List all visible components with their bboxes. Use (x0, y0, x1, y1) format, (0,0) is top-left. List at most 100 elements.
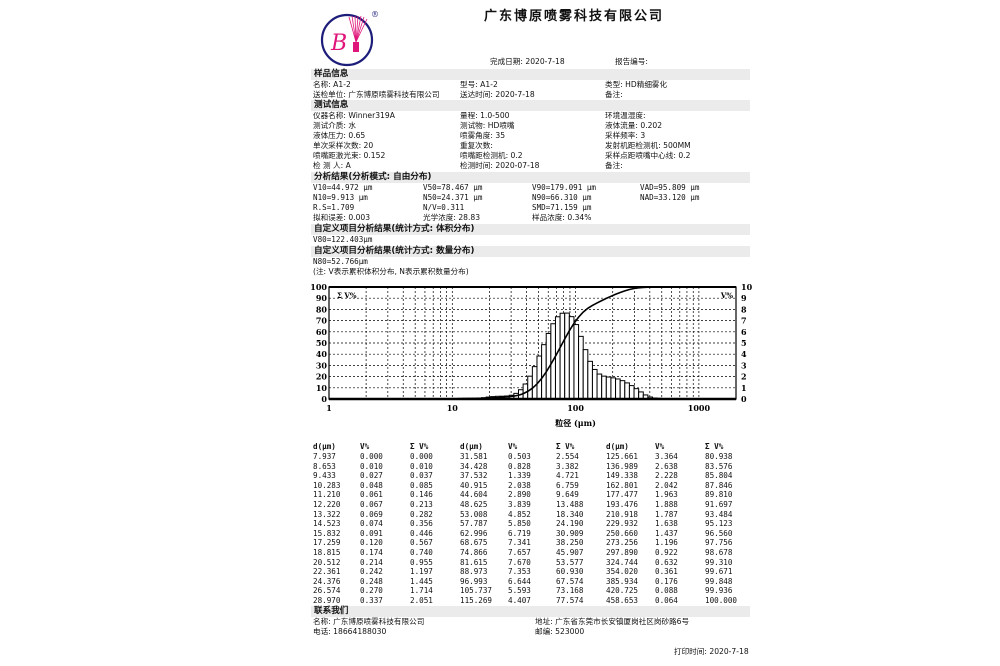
sample-info-label: 名称 (313, 80, 329, 89)
cell-diameter: 40.915 (460, 480, 488, 490)
right-tick-label: 7 (741, 316, 747, 326)
sample-info-item: 送检单位: 广东博原喷雾科技有限公司 (313, 90, 440, 99)
contact-item: 电话: 18664188030 (313, 627, 387, 636)
cell-diameter: 420.725 (606, 586, 639, 596)
cell-cumulative-pct: 0.955 (410, 557, 433, 567)
test-info-item: 液体压力: 0.65 (313, 131, 366, 140)
x-tick-label: 1 (326, 403, 332, 413)
cell-diameter: 17.259 (313, 538, 341, 548)
cell-volume-pct: 0.503 (508, 452, 531, 461)
cell-diameter: 250.660 (606, 528, 639, 538)
cell-volume-pct: 0.120 (360, 538, 383, 548)
company-title: 广东博原喷雾科技有限公司 (484, 9, 665, 24)
print-time-value: 2020-7-18 (709, 647, 749, 656)
contact-item: 邮编: 523000 (535, 627, 585, 636)
cell-diameter: 20.512 (313, 557, 341, 567)
test-info-item: 备注: (605, 161, 623, 170)
analysis-value: N10=9.913 μm (313, 193, 368, 202)
cell-diameter: 88.973 (460, 567, 488, 577)
cell-volume-pct: 5.850 (508, 519, 531, 529)
cell-cumulative-pct: 60.930 (556, 567, 584, 577)
test-info-label: 量程 (460, 111, 476, 120)
test-info-value: 水 (348, 121, 356, 130)
finish-date-label: 完成日期 (490, 57, 521, 66)
histogram-bar (610, 377, 617, 400)
cell-diameter: 115.269 (460, 596, 493, 605)
test-info-label: 发射机距检测机 (605, 141, 659, 150)
contact-value: 广东博原喷雾科技有限公司 (333, 617, 425, 626)
cell-volume-pct: 0.242 (360, 567, 383, 577)
test-info-value: A (345, 161, 351, 170)
cell-diameter: 229.932 (606, 519, 639, 529)
left-tick-label: 30 (316, 360, 328, 370)
company-logo: B ® (318, 8, 382, 68)
cell-cumulative-pct: 0.000 (410, 452, 433, 461)
test-info-item: 采样频率: 3 (605, 131, 646, 140)
section-sample-info: 样品信息 (311, 69, 750, 80)
cell-volume-pct: 1.339 (508, 471, 531, 481)
sample-info-value: 2020-7-18 (495, 90, 535, 99)
sample-info-item: 型号: A1-2 (460, 80, 498, 89)
report-number: 报告编号: (615, 57, 648, 66)
cell-diameter: 74.866 (460, 548, 488, 557)
right-tick-label: 9 (741, 293, 747, 303)
left-tick-label: 70 (316, 316, 328, 326)
analysis-value: V50=78.467 μm (423, 183, 483, 192)
right-tick-label: 1 (741, 383, 747, 393)
test-info-label: 采样点距喷嘴中心线 (605, 151, 674, 160)
cell-cumulative-pct: 87.846 (705, 480, 733, 490)
cell-diameter: 44.604 (460, 490, 488, 500)
cell-cumulative-pct: 18.340 (556, 509, 584, 519)
cell-volume-pct: 0.064 (655, 596, 678, 605)
analysis-value: 拟和误差: 0.003 (313, 213, 371, 222)
cell-cumulative-pct: 99.936 (705, 586, 733, 596)
cell-diameter: 162.801 (606, 480, 639, 490)
cell-diameter: 34.428 (460, 461, 488, 471)
table-header: d(μm) (313, 442, 336, 451)
test-info-label: 液体压力 (313, 131, 344, 140)
cell-diameter: 11.210 (313, 490, 341, 500)
cell-diameter: 26.574 (313, 586, 341, 596)
table-header: V% (508, 442, 518, 451)
test-info-value: 500MM (663, 141, 691, 150)
histogram-bar (628, 385, 635, 400)
cell-cumulative-pct: 0.037 (410, 471, 433, 481)
right-tick-label: 8 (741, 304, 747, 314)
right-tick-label: 4 (741, 349, 747, 359)
test-info-item: 发射机距检测机: 500MM (605, 141, 691, 150)
cell-cumulative-pct: 2.051 (410, 596, 433, 605)
cell-volume-pct: 1.638 (655, 519, 678, 529)
test-info-label: 测试物 (460, 121, 483, 130)
sample-info-label: 送检单位 (313, 90, 344, 99)
cell-diameter: 18.815 (313, 548, 341, 557)
left-tick-label: 80 (316, 304, 328, 314)
cell-diameter: 193.476 (606, 500, 639, 509)
left-axis-label: Σ V% (337, 291, 357, 300)
cell-volume-pct: 3.364 (655, 452, 678, 461)
cell-cumulative-pct: 93.484 (705, 509, 733, 519)
cell-volume-pct: 0.069 (360, 509, 383, 519)
cell-cumulative-pct: 67.574 (556, 576, 584, 586)
test-info-label: 喷嘴距检测机 (460, 151, 506, 160)
left-tick-label: 10 (316, 383, 328, 393)
histogram-bar (536, 355, 543, 400)
cell-diameter: 136.989 (606, 461, 639, 471)
cell-diameter: 177.477 (606, 490, 639, 500)
cell-diameter: 8.653 (313, 461, 336, 471)
cell-volume-pct: 0.027 (360, 471, 383, 481)
cell-diameter: 96.993 (460, 576, 488, 586)
cell-diameter: 12.220 (313, 500, 341, 509)
table-header: V% (360, 442, 370, 451)
cell-volume-pct: 2.638 (655, 461, 678, 471)
cell-volume-pct: 0.270 (360, 586, 383, 596)
section-custom-number: 自定义项目分析结果(统计方式: 数量分布) (311, 246, 750, 257)
report-number-label: 报告编号 (615, 57, 646, 66)
x-tick-label: 10 (447, 403, 459, 413)
histogram-bar (564, 312, 570, 400)
legend-note: (注: V表示累积体积分布, N表示累积数量分布) (313, 267, 469, 276)
test-info-value: HD喷嘴 (487, 121, 515, 130)
contact-label: 邮编 (535, 627, 551, 636)
test-info-item: 检 测 人: A (313, 161, 351, 170)
print-time-label: 打印时间 (674, 647, 705, 656)
histogram-bar (578, 335, 584, 400)
